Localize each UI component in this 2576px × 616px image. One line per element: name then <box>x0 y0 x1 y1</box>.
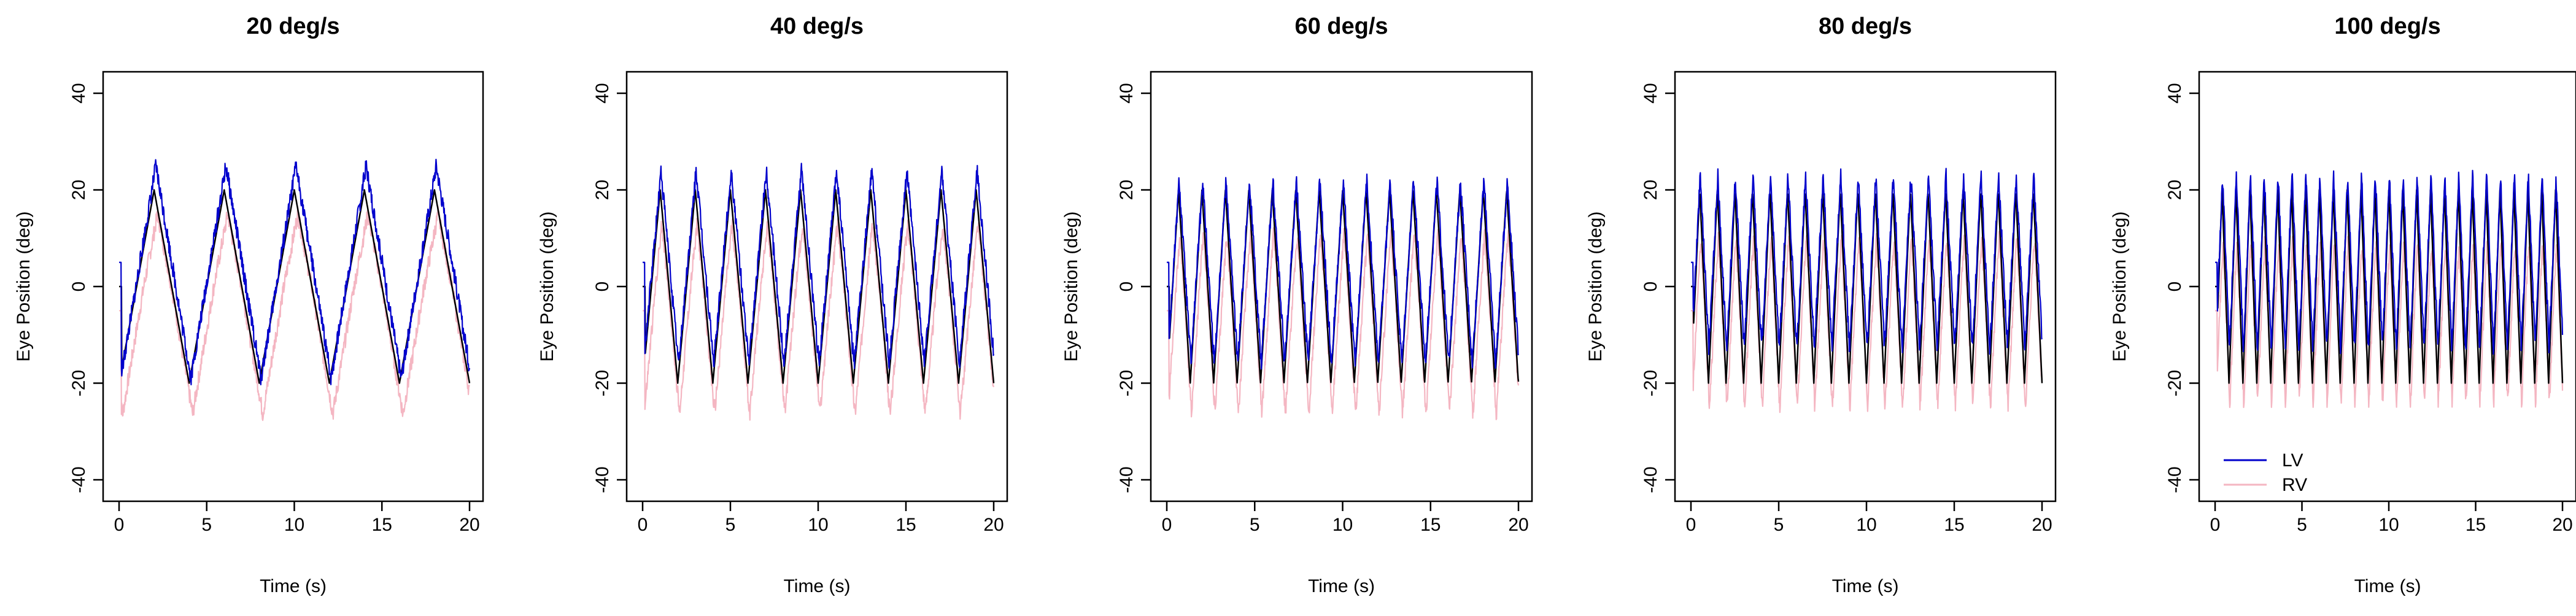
y-tick-label: 40 <box>2165 83 2185 103</box>
legend-label-rv: RV <box>2282 475 2307 495</box>
x-tick-label: 10 <box>808 515 828 535</box>
x-tick-label: 15 <box>372 515 392 535</box>
x-tick-label: 15 <box>895 515 916 535</box>
x-tick-label: 20 <box>1508 515 1528 535</box>
y-tick-label: 0 <box>1116 282 1137 292</box>
series-line-rv <box>1166 227 1520 420</box>
x-tick-label: 0 <box>1162 515 1172 535</box>
y-tick-label: 0 <box>2165 282 2185 292</box>
y-tick-label: -40 <box>1116 466 1137 493</box>
x-tick-label: 0 <box>2210 515 2221 535</box>
x-axis-label: Time (s) <box>784 576 851 596</box>
y-tick-label: 20 <box>592 180 613 200</box>
y-tick-label: 40 <box>592 83 613 103</box>
y-tick-label: -40 <box>1641 466 1661 493</box>
x-axis-label: Time (s) <box>1308 576 1375 596</box>
y-tick-label: 20 <box>2165 180 2185 200</box>
legend-label-lv: LV <box>2282 450 2303 471</box>
y-tick-label: -20 <box>1641 370 1661 396</box>
y-axis-label: Eye Position (deg) <box>2110 211 2130 361</box>
x-tick-label: 20 <box>459 515 479 535</box>
x-tick-label: 10 <box>284 515 304 535</box>
series-line-rv <box>642 218 995 421</box>
x-axis-label: Time (s) <box>260 576 327 596</box>
y-tick-label: -20 <box>69 370 89 396</box>
series-line-lv <box>1690 167 2043 355</box>
x-tick-label: 0 <box>638 515 648 535</box>
x-tick-label: 5 <box>2297 515 2307 535</box>
series-line-rv <box>1690 231 2043 414</box>
y-axis-label: Eye Position (deg) <box>1061 211 1081 361</box>
y-tick-label: -40 <box>2165 466 2185 493</box>
x-tick-label: 5 <box>1250 515 1260 535</box>
chart-title: 100 deg/s <box>2334 13 2440 39</box>
x-tick-label: 15 <box>1420 515 1441 535</box>
x-axis-label: Time (s) <box>1832 576 1899 596</box>
x-tick-label: 5 <box>201 515 212 535</box>
y-tick-label: 40 <box>1641 83 1661 103</box>
x-tick-label: 20 <box>2552 515 2572 535</box>
y-tick-label: 20 <box>69 180 89 200</box>
x-tick-label: 15 <box>1944 515 1964 535</box>
series-line-lv <box>2214 169 2564 355</box>
series-line-lv <box>118 158 471 386</box>
series-line-rv <box>118 206 470 422</box>
series-line-target <box>1690 193 2043 384</box>
chart-title: 60 deg/s <box>1294 13 1388 39</box>
x-tick-label: 10 <box>1332 515 1353 535</box>
chart-panel-3: 60 deg/s 0 5 10 15 20 -40 -20 0 20 40 Time (s) Eye P… <box>1061 13 1533 596</box>
y-tick-label: 0 <box>1641 282 1661 292</box>
y-axis-label: Eye Position (deg) <box>537 211 557 361</box>
chart-panel-5: 100 deg/s 0 5 10 15 20 -40 -20 0 20 40 Time (s) Eye … <box>2110 13 2576 596</box>
x-tick-label: 15 <box>2466 515 2486 535</box>
chart-panel-4: 80 deg/s 0 5 10 15 20 -40 -20 0 20 40 Time (s) Eye P… <box>1585 13 2057 596</box>
x-tick-label: 0 <box>114 515 125 535</box>
x-tick-label: 10 <box>2378 515 2399 535</box>
x-tick-label: 5 <box>1774 515 1784 535</box>
y-tick-label: 40 <box>69 83 89 103</box>
y-tick-label: -20 <box>592 370 613 396</box>
x-tick-label: 10 <box>1856 515 1876 535</box>
y-tick-label: 20 <box>1641 180 1661 200</box>
chart-title: 80 deg/s <box>1819 13 1912 39</box>
plot-frame <box>102 71 484 502</box>
x-axis-label: Time (s) <box>2354 576 2421 596</box>
x-tick-label: 0 <box>1686 515 1696 535</box>
plot-frame <box>1674 71 2057 502</box>
y-tick-label: 20 <box>1116 180 1137 200</box>
chart-title: 40 deg/s <box>770 13 864 39</box>
chart-panel-2: 40 deg/s 0 5 10 15 20 -40 -20 0 20 40 Time (s) Eye P… <box>537 13 1008 596</box>
chart-title: 20 deg/s <box>246 13 339 39</box>
y-tick-label: -20 <box>2165 370 2185 396</box>
x-tick-label: 20 <box>2032 515 2052 535</box>
y-tick-label: -40 <box>592 466 613 493</box>
x-tick-label: 5 <box>725 515 736 535</box>
y-tick-label: 40 <box>1116 83 1137 103</box>
y-axis-label: Eye Position (deg) <box>14 211 34 361</box>
y-tick-label: -40 <box>69 466 89 493</box>
series-line-lv <box>642 163 995 369</box>
series-line-lv <box>1166 173 1520 370</box>
y-axis-label: Eye Position (deg) <box>1585 211 1606 361</box>
y-tick-label: 0 <box>592 282 613 292</box>
y-tick-label: 0 <box>69 282 89 292</box>
x-tick-label: 20 <box>983 515 1004 535</box>
chart-panel-1: 20 deg/s 0 5 10 15 20 -40 -20 0 20 40 Time (s) Eye P… <box>14 13 484 596</box>
y-tick-label: -20 <box>1116 370 1137 396</box>
